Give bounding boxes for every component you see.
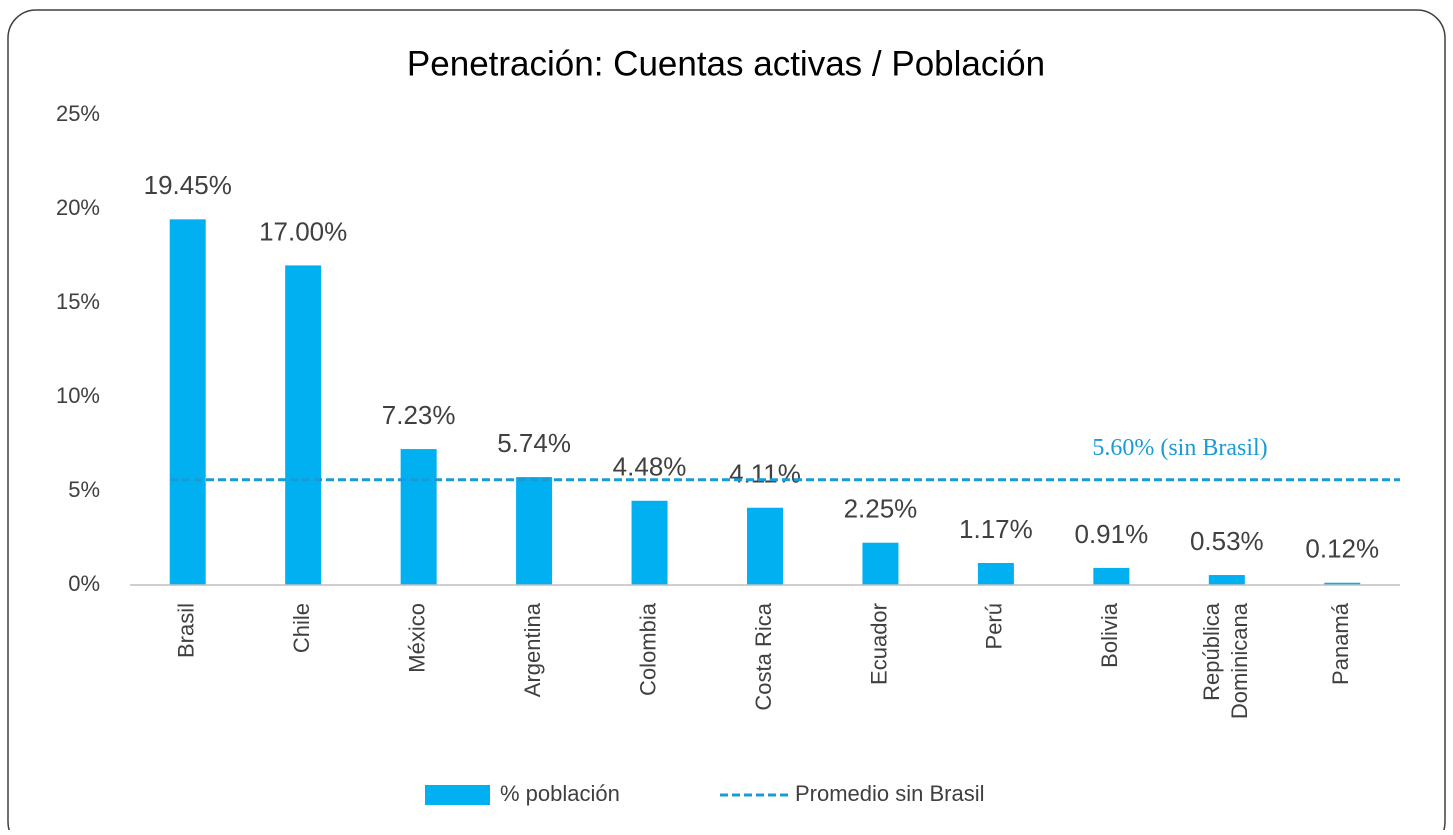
reference-label: 5.60% (sin Brasil) (1092, 435, 1267, 461)
x-tick-label: México (404, 603, 429, 673)
data-label: 1.17% (959, 514, 1033, 544)
x-tick-label: Colombia (635, 602, 660, 696)
bar (1093, 567, 1130, 585)
chart-title: Penetración: Cuentas activas / Población (407, 44, 1045, 83)
x-tick-label: Panamá (1328, 602, 1353, 685)
bar (862, 542, 899, 585)
x-tick-label-line: República (1199, 602, 1224, 701)
bar (747, 507, 783, 585)
data-label: 0.53% (1190, 526, 1264, 556)
bar (977, 563, 1014, 585)
legend-label: Promedio sin Brasil (795, 781, 985, 806)
y-tick-label: 20% (56, 195, 100, 220)
x-tick-label-line: Dominicana (1227, 602, 1252, 719)
data-label: 7.23% (382, 400, 456, 430)
data-label: 0.91% (1074, 519, 1148, 549)
x-tick-label: Chile (289, 603, 314, 653)
bar (169, 219, 206, 585)
x-tick-label: Costa Rica (751, 602, 776, 710)
y-tick-label: 5% (68, 477, 100, 502)
bar (400, 449, 437, 585)
y-tick-label: 10% (56, 383, 100, 408)
x-tick-label: Argentina (520, 602, 545, 697)
x-tick-label: Perú (982, 603, 1007, 649)
y-tick-label: 0% (68, 571, 100, 596)
data-label: 17.00% (259, 216, 347, 246)
data-label: 5.74% (497, 428, 571, 458)
x-tick-label: Brasil (174, 603, 199, 658)
data-label: 4.11% (729, 459, 801, 489)
data-label: 2.25% (844, 494, 918, 524)
bar (516, 477, 553, 585)
x-tick-label: República Dominicana (1199, 602, 1252, 719)
bar (1208, 575, 1245, 585)
y-tick-label: 15% (56, 289, 100, 314)
legend-swatch (425, 785, 490, 805)
x-tick-label: Ecuador (866, 603, 891, 685)
bar (285, 265, 322, 585)
bar (631, 500, 668, 585)
data-label: 19.45% (144, 170, 232, 200)
chart-frame (7, 9, 1446, 835)
bar (1324, 582, 1361, 585)
x-tick-label: Bolivia (1097, 602, 1122, 668)
data-label: 4.48% (613, 452, 687, 482)
legend-label: % población (500, 781, 620, 806)
data-label: 0.12% (1305, 534, 1379, 564)
y-tick-label: 25% (56, 101, 100, 126)
